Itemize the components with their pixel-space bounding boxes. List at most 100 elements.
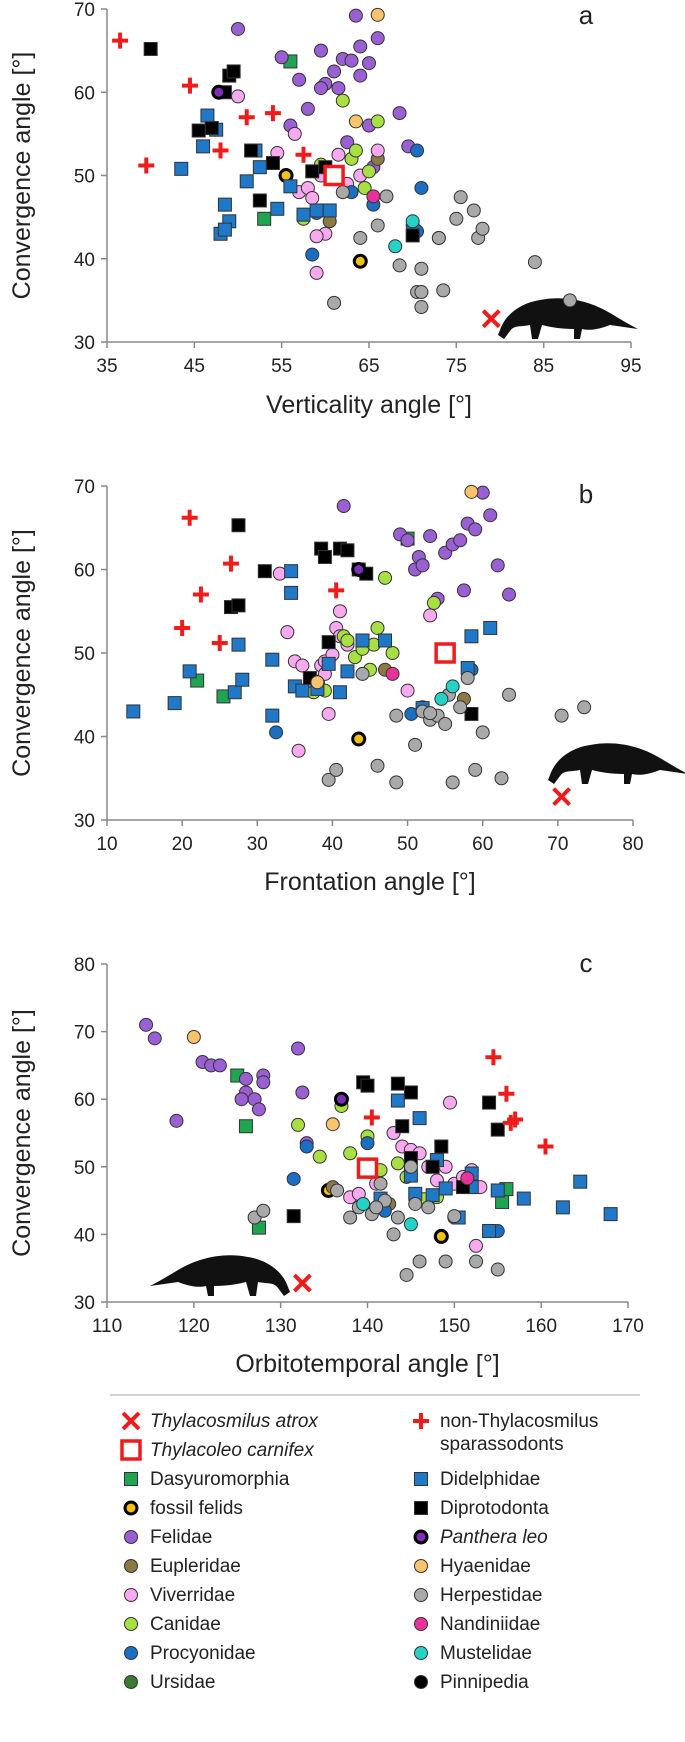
plus-marker (174, 619, 191, 636)
square-marker (516, 1191, 531, 1206)
legend-label: Eupleridae (150, 1556, 241, 1577)
circle-marker (385, 666, 400, 681)
square-marker (238, 1119, 253, 1134)
square-marker (283, 179, 298, 194)
circle-marker (291, 1117, 306, 1132)
ring-marker (413, 1529, 429, 1545)
circle-marker (386, 1227, 401, 1242)
legend-marker (414, 1501, 428, 1515)
panel-label: a (579, 0, 594, 30)
circle-marker (392, 258, 407, 273)
y-tick-label: 60 (74, 83, 95, 104)
legend-label: Mustelidae (440, 1643, 532, 1664)
square-marker (284, 564, 299, 579)
plus-marker (328, 582, 345, 599)
circle-marker (291, 1041, 306, 1056)
legend-marker (414, 1559, 428, 1573)
ring-marker (351, 731, 367, 747)
circle-marker (415, 558, 430, 573)
circle-marker (423, 608, 438, 623)
circle-marker (269, 725, 284, 740)
legend-marker (124, 1617, 138, 1631)
circle-marker (340, 135, 355, 150)
plus-marker (363, 1109, 380, 1126)
legend-item: Mustelidae (410, 1642, 670, 1671)
circle-marker (414, 1588, 428, 1602)
square-marker (226, 64, 241, 79)
legend-marker (414, 1646, 428, 1660)
circle-marker (251, 1102, 266, 1117)
ring-marker (333, 1091, 349, 1107)
circle-marker (460, 671, 475, 686)
circle-marker (124, 1617, 138, 1631)
legend-marker (124, 1472, 138, 1486)
square-marker (239, 174, 254, 189)
x-tick-label: 75 (446, 356, 467, 377)
legend-item: Panthera leo (410, 1526, 670, 1555)
legend-label: Dasyuromorphia (150, 1469, 290, 1490)
circle-marker (362, 56, 376, 71)
x-tick-label: 140 (352, 1316, 384, 1337)
square-marker (296, 207, 311, 222)
y-tick-label: 70 (74, 1023, 95, 1044)
circle-marker (370, 143, 385, 158)
legend-label: Hyaenidae (440, 1556, 531, 1577)
square-marker (438, 1181, 453, 1196)
square-marker (265, 156, 280, 171)
plus-marker (238, 109, 255, 126)
square-marker (425, 1159, 440, 1174)
x-tick-label: 70 (547, 834, 568, 855)
square-marker (309, 203, 324, 218)
circle-marker (329, 762, 344, 777)
plus-marker (211, 634, 228, 651)
silhouette (150, 1255, 290, 1296)
circle-marker (343, 1146, 358, 1161)
circle-marker (399, 1267, 414, 1282)
circle-marker (292, 72, 307, 87)
cross-marker (121, 1411, 141, 1431)
circle-marker (313, 43, 328, 58)
circle-marker (426, 595, 441, 610)
x-tick-label: 60 (472, 834, 493, 855)
legend-item: Procyonidae (120, 1642, 410, 1671)
circle-marker (139, 1017, 154, 1032)
circle-marker (300, 101, 315, 116)
legend-label: Viverridae (150, 1585, 236, 1606)
circle-marker (412, 1254, 427, 1269)
cross-marker (292, 1273, 312, 1293)
x-tick-label: 85 (533, 356, 554, 377)
square-marker (482, 1224, 497, 1239)
circle-marker (468, 522, 483, 537)
circle-marker (325, 1117, 340, 1132)
circle-marker (353, 68, 368, 83)
square-marker (284, 585, 299, 600)
open-square-marker (356, 1157, 379, 1179)
x-tick-label: 95 (620, 356, 641, 377)
y-tick-label: 40 (74, 250, 95, 271)
plus-marker (192, 586, 209, 603)
circle-marker (423, 529, 438, 544)
ring-marker (433, 1228, 449, 1244)
circle-marker (414, 1617, 428, 1631)
square-marker (332, 685, 347, 700)
square-marker (322, 203, 337, 218)
circle-marker (355, 666, 370, 681)
square-marker (390, 1093, 405, 1108)
circle-marker (453, 533, 468, 548)
circle-marker (327, 64, 342, 79)
circle-marker (527, 255, 542, 270)
circle-marker (295, 658, 310, 673)
square-marker (412, 1111, 427, 1126)
circle-marker (313, 81, 328, 96)
square-marker (603, 1207, 618, 1222)
circle-marker (438, 1254, 453, 1269)
legend-label: Didelphidae (440, 1469, 541, 1490)
legend-item: Nandiniidae (410, 1613, 670, 1642)
circle-marker (400, 683, 415, 698)
square-marker (378, 633, 393, 648)
circle-marker (353, 39, 368, 54)
circle-marker (414, 1675, 428, 1689)
ring-marker (352, 253, 368, 269)
circle-marker (468, 762, 483, 777)
